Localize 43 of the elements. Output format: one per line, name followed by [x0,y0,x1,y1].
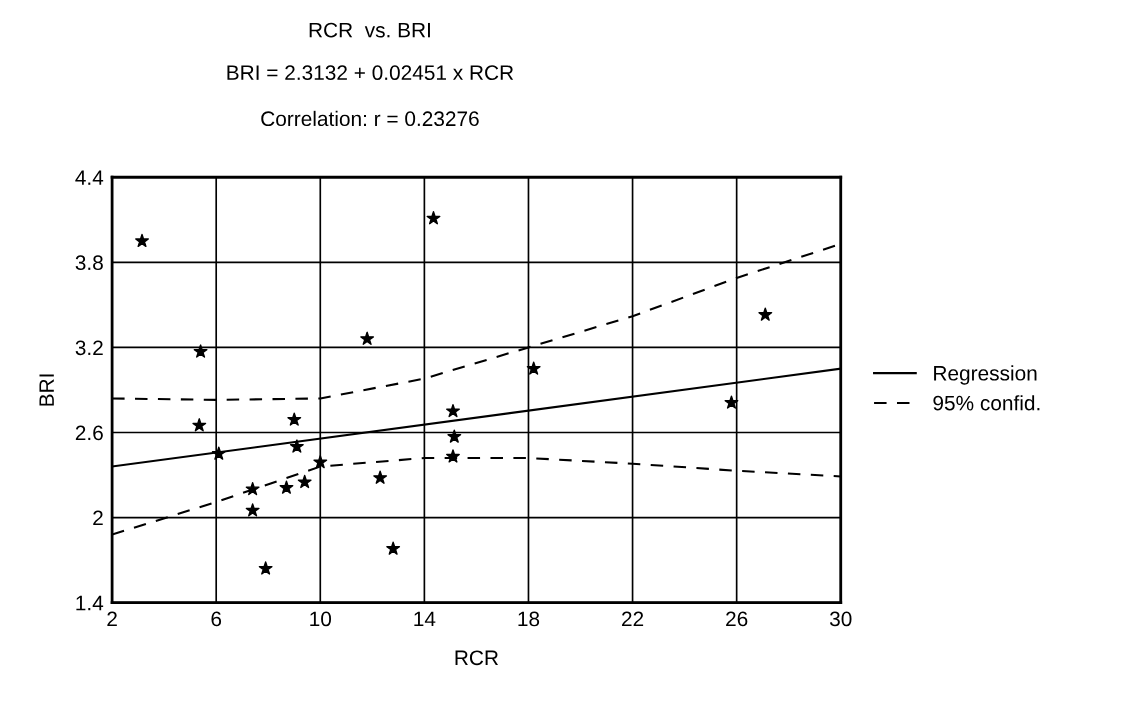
x-tick-label: 14 [414,611,436,627]
point [192,418,207,432]
point [386,541,401,555]
point [258,561,273,575]
legend-label: 95% confid. [933,395,1040,411]
point [211,446,226,460]
point [313,454,328,469]
point [447,429,462,443]
point [446,449,460,463]
x-tick-label: 18 [518,611,540,627]
text: Correlation: r = 0.23276 [261,110,479,127]
y-tick-label: 2 [93,510,103,526]
x-tick-label: 30 [829,611,852,627]
x-tick-label: 6 [211,611,222,627]
chart-subtitle: BRI = 2.3132 + 0.02451 x RCR [227,65,514,81]
point [135,233,149,248]
point [373,470,388,484]
x-tick-label: 26 [726,611,748,627]
x-axis-title: RCR [455,650,499,666]
point [426,211,441,225]
y-tick-label: 1.4 [76,595,104,611]
x-tick-label: 22 [622,611,644,627]
point [245,481,260,496]
point [289,439,304,453]
y-axis-title: BRI [39,374,54,406]
point [360,331,375,345]
y-tick-label: 2.6 [75,425,103,441]
x-tick-label: 2 [107,611,117,627]
point [279,480,294,494]
y-tick-label: 4.4 [75,170,104,185]
point [446,403,460,418]
point [297,474,312,489]
point [724,395,739,409]
x-tick-label: 10 [310,611,332,627]
y-tick-label: 3.8 [75,255,103,271]
point [245,503,260,517]
point [526,361,541,375]
point [758,307,773,321]
legend-label: Regression [934,365,1037,385]
chart-title: RCR vs. BRI [309,22,430,38]
point [193,344,208,358]
point [287,412,302,426]
y-tick-label: 3.2 [75,340,103,356]
